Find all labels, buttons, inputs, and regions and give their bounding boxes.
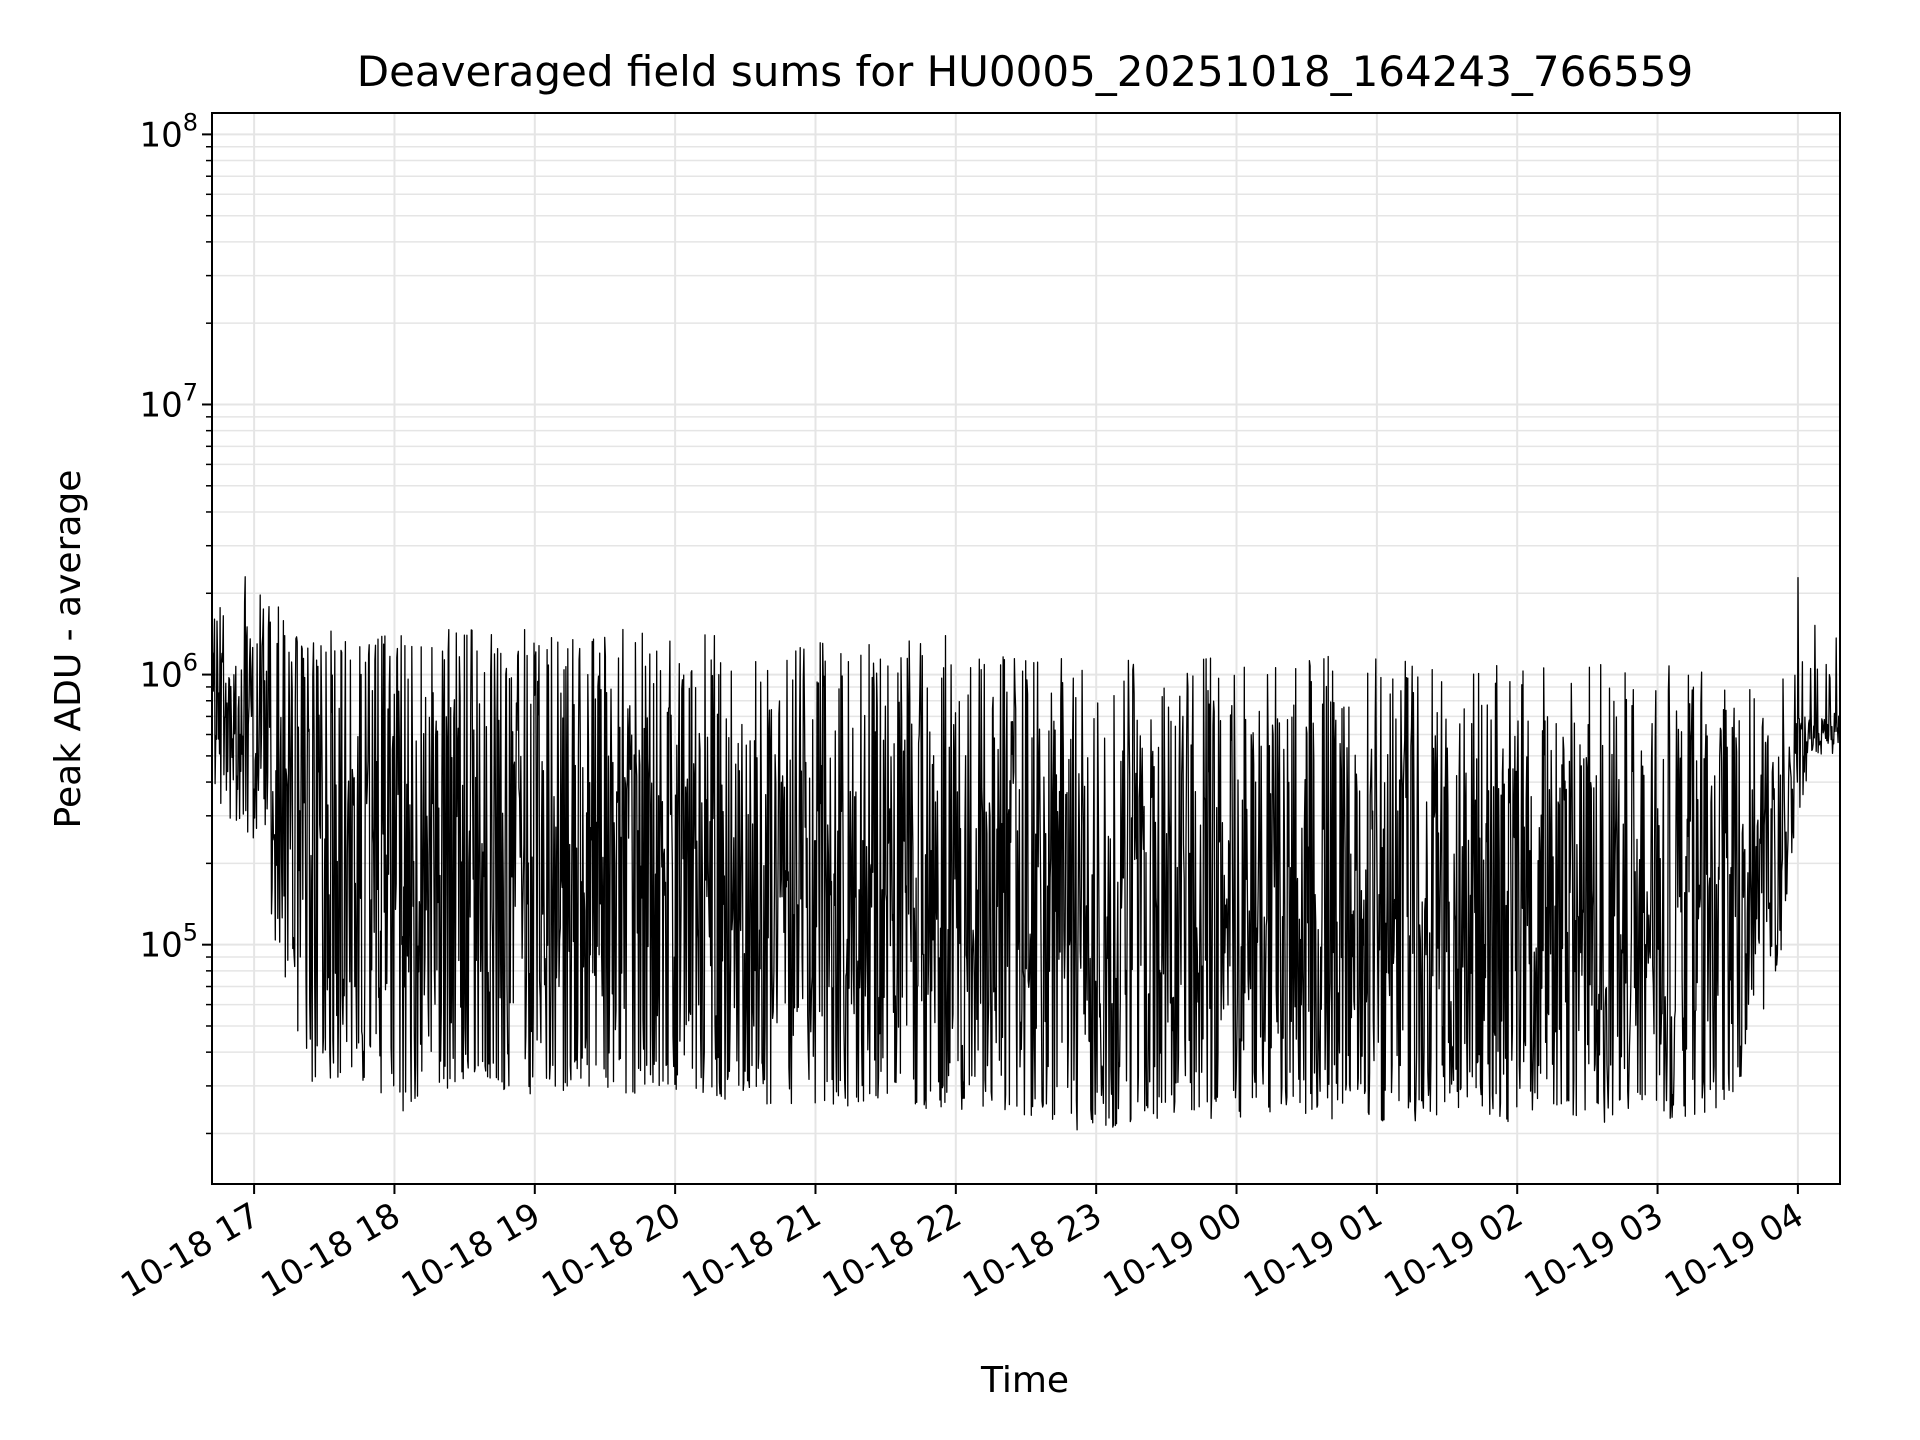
series-trace <box>211 576 1841 1131</box>
chart-title: Deaveraged field sums for HU0005_2025101… <box>357 47 1694 96</box>
plot-frame <box>211 112 1841 1185</box>
y-axis: 105 106 107 108 <box>139 108 212 1135</box>
y-tick-label: 106 <box>139 649 198 696</box>
y-axis-label: Peak ADU - average <box>48 470 89 829</box>
y-tick-label: 105 <box>139 919 198 966</box>
y-tick-label: 107 <box>139 378 198 425</box>
y-tick-label: 108 <box>139 108 198 155</box>
series-line <box>211 576 1841 1131</box>
x-axis-label: Time <box>980 1360 1069 1401</box>
